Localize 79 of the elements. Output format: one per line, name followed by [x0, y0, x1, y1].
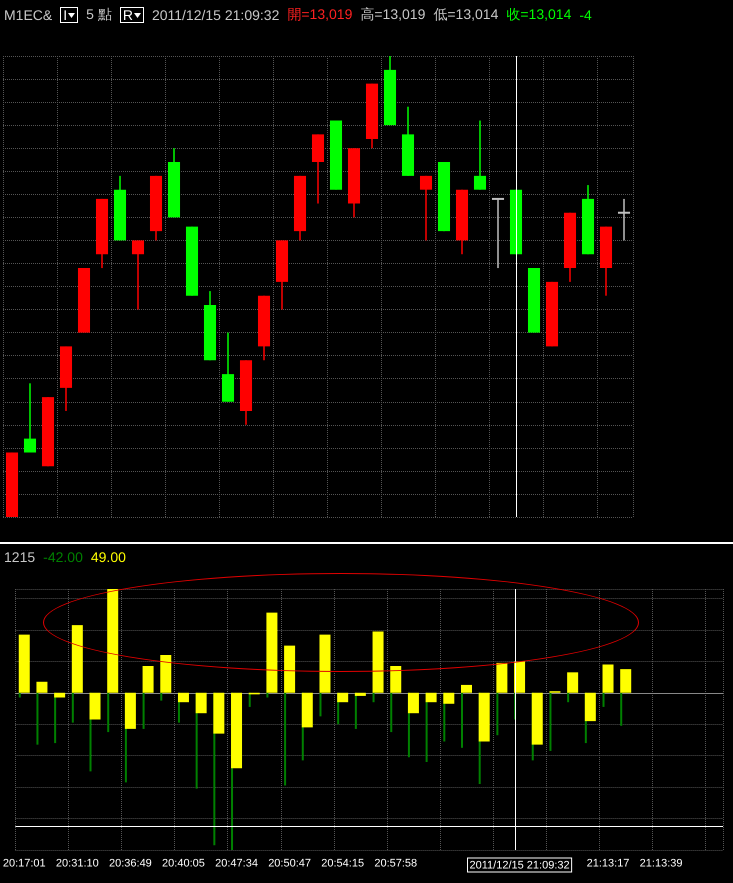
bar — [142, 692, 145, 729]
bar — [72, 625, 83, 693]
bar — [107, 692, 110, 732]
bar — [124, 692, 136, 729]
x-tick-label: 20:50:47 — [268, 858, 312, 870]
bar — [532, 692, 543, 745]
bar — [142, 666, 154, 693]
bar — [390, 692, 392, 732]
x-tick-label: 20:17:01 — [2, 858, 46, 870]
bar — [160, 692, 162, 701]
bar — [36, 692, 38, 745]
candlestick — [618, 198, 630, 242]
text: 2011/12/15 21:09:32 — [152, 7, 280, 23]
chart-title: 1215 — [4, 549, 36, 565]
bar — [319, 692, 322, 716]
x-tick-label: 20:47:34 — [215, 858, 258, 870]
bar — [461, 684, 472, 693]
bar — [372, 692, 375, 702]
bar — [266, 612, 278, 693]
x-tick-label: 20:54:15 — [321, 858, 364, 870]
text: 5 點 — [86, 6, 112, 24]
bar — [620, 692, 622, 726]
bar — [54, 692, 66, 698]
text: 低=13,014 — [433, 6, 498, 24]
text: 高=13,019 — [360, 6, 426, 24]
candlestick — [474, 120, 486, 190]
bar — [496, 662, 508, 693]
candlestick — [132, 240, 144, 310]
bar — [426, 692, 437, 702]
bar — [354, 692, 366, 696]
bar — [178, 692, 189, 702]
bar — [90, 692, 101, 720]
x-tick-label: 21:13:17 — [586, 858, 630, 870]
bar — [478, 692, 490, 742]
bar — [496, 692, 498, 736]
x-tick-label: 21:13:39 — [640, 858, 682, 870]
bar — [620, 669, 632, 693]
bar — [390, 666, 402, 693]
text: 開=13,019 — [287, 6, 352, 24]
bar — [196, 692, 207, 714]
bar — [36, 682, 48, 693]
bar — [443, 692, 454, 704]
text: -4 — [579, 7, 592, 23]
bar — [302, 692, 313, 728]
bar — [18, 692, 21, 698]
bar — [567, 672, 578, 693]
text: 49.00 — [90, 549, 126, 565]
text: 收=13,014 — [506, 6, 572, 24]
bar — [231, 692, 242, 768]
dropdown: R — [120, 7, 144, 23]
bar — [107, 589, 118, 693]
x-tick-label: 20:40:05 — [162, 858, 205, 870]
bar — [567, 692, 570, 702]
bar — [461, 692, 463, 748]
candlestick — [420, 175, 432, 242]
x-tick-label: 20:36:49 — [108, 858, 152, 870]
bar — [18, 634, 30, 693]
bar — [584, 692, 596, 722]
bar — [549, 692, 552, 751]
x-tick-label: 2011/12/15 21:09:32 — [470, 860, 570, 872]
chart-title: M1EC& — [4, 7, 52, 23]
x-tick-label: 20:31:10 — [56, 858, 99, 870]
bar — [319, 634, 330, 693]
x-tick-label: 20:57:58 — [374, 858, 418, 870]
candlestick — [24, 382, 36, 454]
text: -42.00 — [43, 549, 83, 565]
bar — [266, 692, 268, 698]
bar — [160, 655, 172, 693]
bar — [72, 692, 74, 723]
dropdown: I — [60, 7, 78, 23]
bar — [602, 664, 614, 693]
candlestick — [492, 198, 504, 269]
bar — [602, 692, 605, 707]
bar — [372, 631, 384, 693]
bar — [213, 692, 224, 734]
bar — [284, 646, 296, 693]
bar — [284, 692, 286, 786]
bar — [408, 692, 419, 714]
bar — [337, 692, 348, 702]
